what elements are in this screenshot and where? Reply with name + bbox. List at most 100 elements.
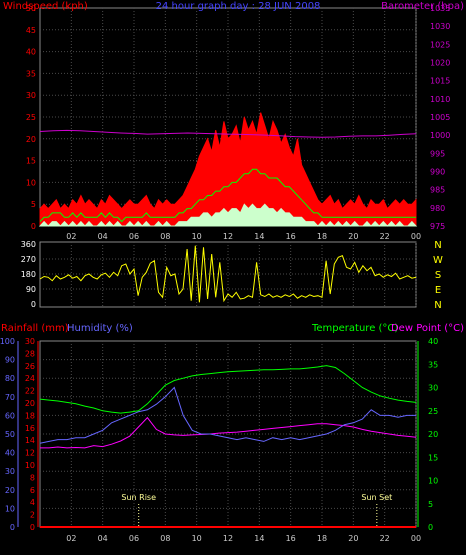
windspeed-tick-label: 15 (26, 157, 36, 166)
humidity-tick-label: 50 (5, 430, 15, 439)
temperature-tick-label: 35 (428, 360, 438, 369)
direction-degree-label: 270 (21, 255, 36, 264)
direction-degree-labels: 0 90 180 270 360 (21, 240, 36, 309)
hour-tick-label: 14 (254, 534, 264, 543)
windspeed-tick-label: 30 (26, 91, 36, 100)
rainfall-tick-label: 16 (25, 424, 35, 433)
direction-series (39, 245, 417, 303)
rainfall-tick-label: 4 (30, 498, 35, 507)
temperature-tick-label: 25 (428, 407, 438, 416)
compass-label: W (433, 255, 443, 266)
barometer-tick-labels: 975 980 985 990 995 1000 1005 1010 1015 1020 1025 1… (430, 4, 450, 231)
humidity-tick-label: 70 (5, 393, 15, 402)
barometer-tick-label: 1030 (430, 22, 450, 31)
rainfall-tick-label: 26 (25, 362, 35, 371)
compass-label: N (434, 300, 441, 311)
humidity-tick-label: 0 (10, 523, 15, 532)
compass-label: E (435, 285, 441, 296)
hour-tick-label: 12 (223, 232, 233, 241)
hour-tick-label: 08 (160, 534, 170, 543)
rainfall-tick-label: 10 (25, 461, 35, 470)
hour-tick-label: 10 (192, 534, 202, 543)
hour-tick-label: 06 (129, 232, 139, 241)
hour-tick-label: 04 (98, 534, 108, 543)
barometer-tick-label: 1025 (430, 40, 450, 49)
barometer-tick-label: 995 (430, 149, 445, 158)
wind-panel-grid (40, 8, 417, 226)
hour-tick-label: 00 (411, 534, 421, 543)
humidity-tick-labels: 0 10 20 30 40 50 60 70 80 90 100 (0, 337, 15, 532)
barometer-axis-label: Barometer (hpa) (381, 1, 464, 12)
rainfall-tick-label: 20 (25, 399, 35, 408)
hour-tick-label: 20 (348, 534, 358, 543)
hour-tick-label: 02 (66, 534, 76, 543)
humidity-tick-label: 30 (5, 467, 15, 476)
barometer-series (39, 129, 417, 138)
windspeed-tick-label: 35 (26, 69, 36, 78)
hour-tick-label: 18 (317, 232, 327, 241)
barometer-tick-label: 975 (430, 222, 445, 231)
rainfall-axis-label: Rainfall (mm) (1, 323, 69, 334)
hour-tick-label: 08 (160, 232, 170, 241)
barometer-tick-label: 1020 (430, 59, 450, 68)
hour-tick-label: 12 (223, 534, 233, 543)
humidity-tick-label: 100 (0, 337, 15, 346)
hour-tick-label: 16 (286, 534, 296, 543)
sun-annotation-label: Sun Rise (121, 493, 156, 502)
hour-tick-label: 14 (254, 232, 264, 241)
humidity-series (39, 386, 416, 444)
windspeed-tick-label: 50 (26, 4, 36, 13)
dewpoint-axis-label: Dew Point (°C) (391, 323, 464, 334)
hour-tick-label: 22 (380, 232, 390, 241)
humidity-tick-label: 80 (5, 374, 15, 383)
direction-degree-label: 180 (21, 270, 36, 279)
rainfall-tick-label: 14 (25, 436, 35, 445)
sun-annotation-label: Sun Set (361, 493, 392, 502)
barometer-tick-label: 985 (430, 186, 445, 195)
hour-tick-label: 16 (286, 232, 296, 241)
barometer-tick-label: 1015 (430, 77, 450, 86)
barometer-tick-label: 1005 (430, 113, 450, 122)
rainfall-tick-label: 24 (25, 374, 35, 383)
wind-series-group (38, 112, 418, 227)
wind-average-series (39, 168, 416, 223)
temperature-tick-label: 30 (428, 384, 438, 393)
rainfall-tick-label: 6 (30, 486, 35, 495)
temp-series-group (39, 365, 417, 528)
hour-tick-label: 20 (348, 232, 358, 241)
rainfall-tick-label: 2 (30, 511, 35, 520)
compass-label: N (434, 240, 441, 251)
humidity-tick-label: 10 (5, 504, 15, 513)
barometer-tick-label: 1035 (430, 4, 450, 13)
temperature-tick-label: 15 (428, 453, 438, 462)
humidity-tick-label: 60 (5, 411, 15, 420)
temp-hour-tick-labels: 02 04 06 08 10 12 14 16 18 20 22 00 (66, 534, 421, 543)
temperature-tick-label: 10 (428, 477, 438, 486)
wind-min-series (38, 203, 418, 227)
temperature-tick-label: 0 (428, 523, 433, 532)
humidity-tick-label: 40 (5, 449, 15, 458)
hour-tick-label: 18 (317, 534, 327, 543)
windspeed-tick-label: 10 (26, 178, 36, 187)
humidity-tick-label: 90 (5, 356, 15, 365)
rainfall-tick-label: 28 (25, 349, 35, 358)
rainfall-tick-label: 8 (30, 473, 35, 482)
sun-annotations: Sun Rise Sun Set (121, 493, 392, 527)
windspeed-tick-label: 5 (31, 200, 36, 209)
barometer-tick-label: 1000 (430, 131, 450, 140)
humidity-tick-label: 20 (5, 486, 15, 495)
windspeed-axis-label: Windspeed (kph) (3, 1, 88, 12)
windspeed-tick-label: 0 (31, 222, 36, 231)
dew-point-series (40, 416, 417, 449)
direction-degree-label: 90 (26, 285, 36, 294)
hour-tick-label: 22 (380, 534, 390, 543)
direction-degree-label: 360 (21, 240, 36, 249)
hour-tick-label: 04 (98, 232, 108, 241)
hour-tick-label: 06 (129, 534, 139, 543)
